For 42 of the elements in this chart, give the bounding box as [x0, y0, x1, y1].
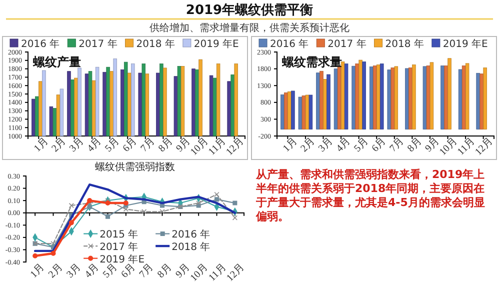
chart-title: 螺纹供需强弱指数	[95, 161, 175, 173]
x-tick-label: 1月	[28, 262, 47, 280]
chart-title: 螺纹产量	[32, 55, 81, 69]
legend-label: 2018 年	[136, 38, 175, 50]
legend-label: 2018 年	[385, 38, 424, 50]
x-tick-label: 7月	[137, 262, 156, 280]
x-tick-label: 8月	[406, 136, 424, 154]
x-tick-label: 8月	[156, 136, 175, 154]
x-tick-label: 4月	[334, 136, 353, 154]
x-tick-label: 3月	[316, 136, 336, 154]
legend-label: 2015 年	[100, 228, 138, 241]
x-tick-label: 5月	[103, 136, 122, 154]
x-tick-label: 2月	[50, 136, 68, 154]
x-tick-label: 2月	[298, 136, 318, 154]
x-tick-label: 6月	[121, 136, 140, 154]
legend-label: 2019 年E	[194, 38, 239, 50]
legend-label: 2017 年	[100, 241, 138, 254]
x-tick-label: 5月	[101, 262, 120, 280]
x-tick-label: 1月	[281, 136, 300, 154]
chart-title: 螺纹需求量	[281, 55, 342, 69]
x-tick-label: 3月	[64, 262, 84, 280]
text: 2019年螺纹供需平衡	[186, 2, 314, 18]
legend-label: 2016 年	[21, 38, 60, 50]
legend-label: 2019 年E	[442, 38, 488, 50]
legend-label: 2017 年	[78, 38, 118, 50]
x-tick-label: 7月	[388, 136, 406, 154]
x-tick-label: 3月	[68, 136, 86, 154]
x-tick-label: 6月	[370, 136, 388, 154]
x-tick-label: 4月	[82, 262, 102, 280]
legend-label: 2018 年	[172, 241, 210, 254]
legend-label: 2016 年	[172, 228, 210, 241]
x-tick-label: 6月	[119, 262, 138, 280]
x-tick-label: 4月	[85, 136, 104, 154]
x-tick-label: 8月	[156, 262, 174, 280]
text: 从产量、需求和供需强弱指数来看，2019年上半年的供需关系弱于2018年同期，主要原因在于产量大于需求量，尤其是4-5月的需求会明显偏弱。	[256, 168, 486, 224]
legend-label: 2017 年	[328, 38, 366, 50]
x-tick-label: 7月	[138, 136, 158, 154]
legend-label: 2016 年	[270, 38, 309, 50]
x-tick-label: 5月	[352, 136, 371, 154]
x-tick-label: 2月	[46, 262, 66, 280]
x-tick-label: 1月	[32, 136, 50, 154]
text: 供给增加、需求增量有限，供需关系预计恶化	[150, 22, 350, 34]
